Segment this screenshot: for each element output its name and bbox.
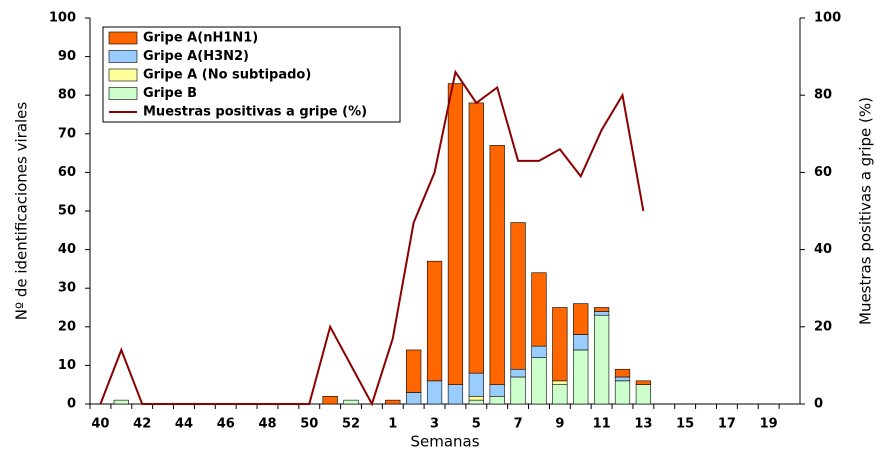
bar — [468, 399, 484, 405]
bar — [614, 380, 631, 405]
x-tick-label: 5 — [472, 417, 481, 432]
y2-tick-label: 60 — [814, 165, 832, 180]
legend-label: Muestras positivas a gripe (%) — [143, 105, 367, 120]
bar — [531, 357, 547, 405]
x-tick-label: 1 — [388, 417, 397, 432]
bar — [614, 368, 631, 378]
bar — [489, 395, 505, 405]
bar — [489, 384, 505, 397]
y-tick-label: 0 — [67, 397, 76, 412]
y-tick-label: 70 — [58, 126, 76, 141]
bar — [510, 222, 526, 370]
bar — [573, 303, 589, 335]
x-tick-label: 3 — [430, 417, 439, 432]
x-axis-label: Semanas — [410, 433, 479, 451]
y-tick-label: 50 — [58, 204, 76, 219]
bar — [468, 102, 484, 374]
y-tick-label: 30 — [58, 281, 76, 296]
bar — [635, 384, 651, 405]
x-tick-label: 7 — [514, 417, 523, 432]
bar — [447, 384, 464, 405]
legend-label: Gripe A(nH1N1) — [143, 31, 258, 46]
y-tick-label: 100 — [49, 11, 76, 26]
bar — [594, 307, 610, 312]
x-tick-label: 44 — [175, 417, 193, 432]
bar — [614, 376, 631, 382]
x-tick-label: 11 — [593, 417, 611, 432]
y2-tick-label: 100 — [814, 11, 841, 26]
legend-swatch — [108, 87, 138, 100]
bar — [322, 395, 338, 405]
bar — [406, 349, 422, 393]
y2-tick-label: 80 — [814, 88, 832, 103]
y-tick-label: 20 — [58, 319, 76, 334]
bar — [573, 349, 589, 405]
bar — [635, 380, 651, 385]
x-tick-label: 50 — [300, 417, 318, 432]
y2-tick-label: 20 — [814, 319, 832, 334]
bar — [113, 399, 129, 405]
bar — [531, 272, 547, 347]
x-tick-label: 13 — [634, 417, 652, 432]
bar — [594, 311, 610, 316]
x-tick-label: 9 — [555, 417, 564, 432]
legend-swatch — [108, 50, 138, 63]
bar — [573, 334, 589, 351]
line-series — [99, 69, 645, 407]
bar — [447, 83, 464, 385]
bar — [552, 384, 568, 405]
x-tick-label: 52 — [342, 417, 360, 432]
legend-label: Gripe B — [143, 86, 197, 101]
bar — [489, 145, 505, 386]
bar — [510, 368, 526, 378]
y-tick-label: 80 — [58, 88, 76, 103]
y-tick-label: 90 — [58, 49, 76, 64]
x-tick-label: 46 — [217, 417, 235, 432]
bar — [468, 372, 484, 397]
bar — [510, 376, 526, 405]
legend-swatch — [108, 31, 138, 45]
bar — [406, 392, 422, 405]
bar — [552, 307, 568, 382]
x-tick-label: 48 — [258, 417, 276, 432]
x-tick-label: 40 — [91, 417, 109, 432]
y2-axis-label: Muestras positivas a gripe (%) — [857, 97, 875, 325]
bar — [531, 345, 547, 358]
legend-swatch — [108, 68, 138, 82]
bar — [426, 380, 443, 405]
bar — [426, 260, 443, 382]
legend-box — [102, 26, 401, 123]
x-tick-label: 15 — [676, 417, 694, 432]
y-tick-label: 40 — [58, 242, 76, 257]
legend-label: Gripe A (No subtipado) — [143, 68, 311, 83]
y-axis-label: Nº de identificaciones virales — [13, 102, 31, 321]
bar — [552, 380, 568, 385]
x-tick-label: 17 — [718, 417, 736, 432]
legend-label: Gripe A(H3N2) — [143, 49, 249, 64]
y-tick-label: 60 — [58, 165, 76, 180]
bar — [594, 314, 610, 405]
x-tick-label: 42 — [133, 417, 151, 432]
bar — [385, 399, 401, 405]
y2-tick-label: 0 — [814, 397, 823, 412]
bar — [343, 399, 359, 405]
y2-tick-label: 40 — [814, 242, 832, 257]
y-tick-label: 10 — [58, 358, 76, 373]
bar — [468, 395, 484, 401]
x-tick-label: 19 — [760, 417, 778, 432]
